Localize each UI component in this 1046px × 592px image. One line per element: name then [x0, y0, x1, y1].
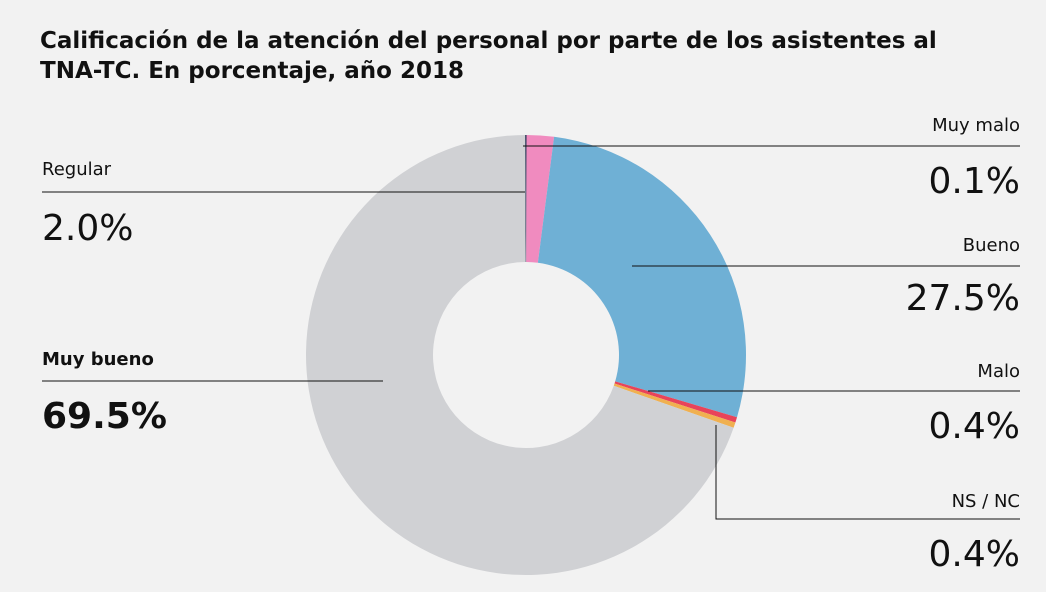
value-label: 2.0%: [42, 208, 133, 249]
donut-slice: [525, 135, 527, 263]
slice-label: Regular: [42, 159, 112, 180]
leader-line: [715, 425, 1020, 520]
donut-slice: [613, 383, 736, 428]
slice-label: Muy malo: [932, 115, 1020, 136]
slice-label: Bueno: [963, 235, 1020, 256]
value-label: 0.4%: [929, 534, 1020, 575]
value-label: 69.5%: [42, 396, 167, 437]
donut-slice: [614, 381, 738, 423]
donut-slice: [526, 135, 555, 263]
slice-label: Malo: [977, 361, 1020, 382]
slice-label: Muy bueno: [42, 349, 154, 370]
value-label: 0.4%: [929, 406, 1020, 447]
chart-title: Calificación de la atención del personal…: [40, 28, 937, 84]
donut-slice: [537, 136, 746, 418]
value-label: 0.1%: [929, 161, 1020, 202]
donut-slice: [305, 135, 734, 575]
value-label: 27.5%: [906, 278, 1020, 319]
slice-label: NS / NC: [952, 491, 1020, 512]
